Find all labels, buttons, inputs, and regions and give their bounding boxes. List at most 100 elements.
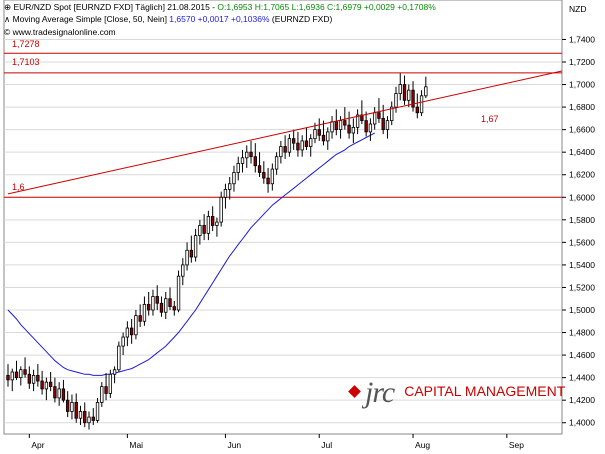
candle-body [240,157,245,164]
candle-body [53,386,57,399]
candle-body [424,86,428,97]
candle-body [134,315,138,336]
y-tick-label: 1,6200 [569,170,595,180]
legend-ma-value: 1,6570 +0,0017 +0,1036% [169,14,270,24]
candle-body [6,374,10,381]
candle-body [202,225,206,234]
y-tick-label: 1,7400 [569,34,595,44]
y-tick-label: 1,6400 [569,147,595,157]
legend-ma-icon: ∧ [4,14,13,24]
legend-ma-name: Moving Average Simple [Close, 50, Nein] [12,14,170,24]
candle-body [253,156,257,167]
y-tick-label: 1,4200 [569,395,595,405]
y-tick-label: 1,6000 [569,192,595,202]
candle-body [334,121,338,131]
candle-body [283,146,287,153]
candle-body [185,249,189,266]
candle-body [138,315,142,322]
moving-average-line [7,132,375,376]
currency-label: NZD [569,4,586,14]
candle-body [236,163,240,173]
x-tick-label: Jun [227,440,241,450]
y-tick-label: 1,6800 [569,102,595,112]
candle-body [125,327,130,338]
candle-body [210,216,215,226]
candle-body [245,151,249,159]
candle-body [377,112,381,119]
candle-body [270,168,275,185]
x-tick-label: Jul [321,440,332,450]
candle-body [309,138,313,147]
candle-body [291,138,296,144]
candle-body [257,165,262,173]
candle-body [385,120,390,131]
trendline-label: 1,67 [481,114,499,124]
logo-mark [348,385,361,398]
candle-body [300,140,304,151]
candle-body [347,124,351,134]
candle-body [147,303,151,311]
candle-body [57,388,61,399]
candle-body [266,177,270,185]
candle-body [159,302,164,313]
candle-body [351,126,356,134]
candle-body [215,221,219,226]
candle-body [249,151,253,158]
candle-body [198,225,202,236]
candle-body [40,380,44,390]
candle-body [338,120,343,131]
candle-body [104,386,108,394]
legend-ohlc: O:1,6953 H:1,7065 L:1,6936 C:1,6979 +0,0… [217,2,436,12]
candle-body [321,134,326,142]
y-tick-label: 1,5000 [569,305,595,315]
candle-body [14,371,19,379]
candle-body [232,172,236,185]
y-tick-label: 1,4000 [569,418,595,428]
candle-body [390,106,394,122]
candle-body [317,129,321,136]
candle-body [372,112,377,125]
candle-body [155,296,159,304]
candle-body [407,89,411,101]
candle-body [27,373,31,384]
candle-body [108,373,113,394]
candle-body [189,249,194,258]
candle-body [19,369,23,379]
x-tick-label: Mai [129,440,143,450]
candle-body [279,146,283,158]
y-tick-label: 1,7200 [569,57,595,67]
candle-body [262,172,266,179]
candle-body [117,345,121,371]
y-tick-label: 1,6600 [569,125,595,135]
candle-body [87,416,91,424]
candle-body [313,129,317,140]
candle-body [168,298,172,308]
candle-body [48,381,53,388]
candle-body [142,303,147,322]
y-tick-label: 1,5200 [569,282,595,292]
y-tick-label: 1,5800 [569,215,595,225]
candle-body [326,131,330,142]
candle-body [176,275,181,311]
candle-body [287,138,292,153]
candle-body [296,142,300,151]
candle-body [419,95,424,114]
candle-body [70,402,74,412]
plot-frame [3,0,563,435]
candle-body [415,106,419,114]
candle-body [61,388,66,401]
logo-brand: jrc [365,376,395,409]
candle-body [23,369,27,375]
candle-body [172,306,176,311]
candle-body [368,123,373,133]
candle-body [206,216,211,234]
candle-body [129,327,134,336]
level-label-16: 1,6 [12,182,25,192]
candle-body [381,117,385,131]
candle-body [219,196,223,223]
level-label-17278: 1,7278 [12,39,40,49]
x-tick-label: Aug [415,440,430,450]
candle-body [398,84,402,94]
candle-body [223,188,228,198]
